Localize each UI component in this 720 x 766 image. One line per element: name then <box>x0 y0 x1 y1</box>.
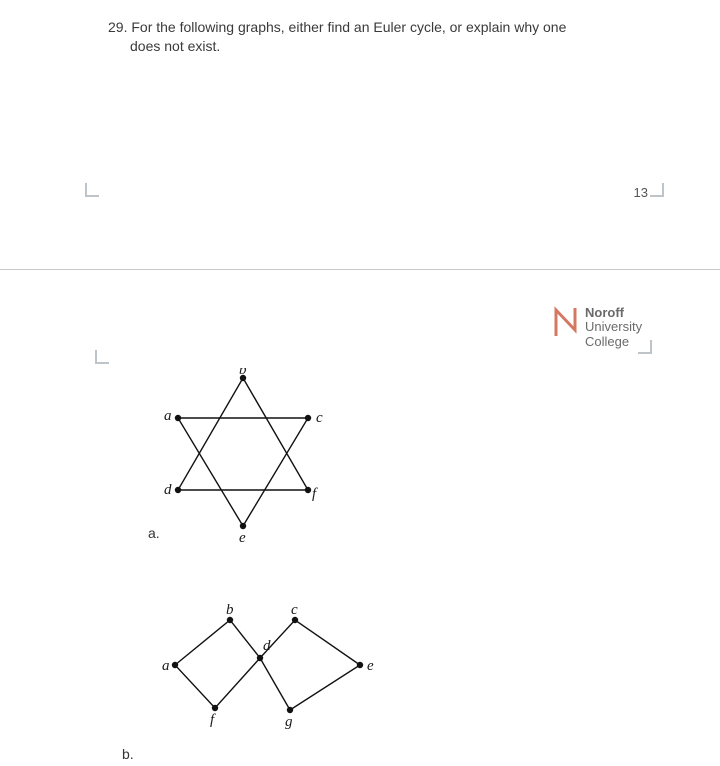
graph-figure-a: b a c d f e <box>140 368 360 558</box>
figure-b-label: b. <box>122 746 134 762</box>
page-number: 13 <box>634 185 648 200</box>
question-number: 29. <box>108 19 127 35</box>
logo-line2: University <box>585 320 642 334</box>
graph-figure-b: a b c d e f g <box>140 600 400 760</box>
vertex-label: c <box>316 410 323 426</box>
vertex-label: e <box>239 530 246 546</box>
logo-line1: Noroff <box>585 306 642 320</box>
vertex-label: b <box>226 602 234 618</box>
crop-mark-icon <box>85 183 99 197</box>
vertex-label: d <box>263 638 271 654</box>
logo-line3: College <box>585 335 642 349</box>
noroff-logo: Noroff University College <box>553 306 642 349</box>
page-divider <box>0 269 720 270</box>
logo-n-icon <box>553 306 579 338</box>
question-text-line1: For the following graphs, either find an… <box>131 19 566 35</box>
vertex-label: a <box>162 658 170 674</box>
question-text-line2: does not exist. <box>130 37 668 56</box>
vertex-label: a <box>164 408 172 424</box>
graph-a-svg: b a c d f e <box>140 368 360 548</box>
figure-a-label: a. <box>148 525 160 541</box>
vertex-label: f <box>312 486 318 502</box>
vertex-label: g <box>285 714 293 730</box>
crop-mark-icon <box>95 350 109 364</box>
question-block: 29. For the following graphs, either fin… <box>108 18 668 56</box>
vertex-label: b <box>239 368 247 378</box>
vertex-label: e <box>367 658 374 674</box>
graph-b-svg: a b c d e f g <box>140 600 400 740</box>
logo-text: Noroff University College <box>585 306 642 349</box>
vertex-label: c <box>291 602 298 618</box>
crop-mark-icon <box>650 183 664 197</box>
vertex-label: d <box>164 482 172 498</box>
vertex-label: f <box>210 712 216 728</box>
